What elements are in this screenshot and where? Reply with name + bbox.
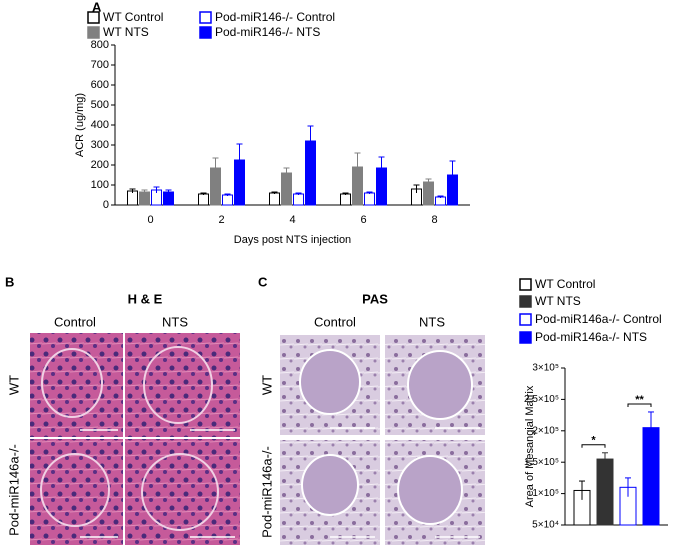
legend-swatch — [199, 11, 212, 24]
panel-label: B — [5, 274, 14, 289]
legend-swatch — [519, 295, 532, 308]
legend-label: WT Control — [103, 10, 163, 24]
panel-title: PAS — [362, 291, 388, 306]
y-tick-label: 0 — [103, 199, 109, 211]
y-tick-label: 400 — [91, 119, 109, 131]
scale-bars — [80, 429, 235, 538]
scale-bars — [330, 427, 480, 538]
image — [30, 439, 123, 545]
column-label: Control — [54, 314, 96, 329]
bar — [127, 190, 138, 206]
legend-label: WT Control — [535, 277, 595, 291]
row-label: WT — [259, 375, 274, 395]
legend-label: Pod-miR146-/- Control — [215, 10, 335, 24]
legend-swatch — [87, 26, 100, 39]
legend-swatch — [519, 313, 532, 326]
significance-label: * — [591, 435, 596, 447]
row-label: Pod-miR146a-/- — [259, 446, 274, 538]
significance-bracket — [581, 444, 606, 448]
bar — [293, 193, 304, 206]
bar — [435, 196, 446, 206]
legend-label: Pod-miR146-/- NTS — [215, 25, 320, 39]
y-tick-label: 200 — [91, 159, 109, 171]
image — [125, 439, 240, 545]
glomerulus — [41, 348, 103, 418]
x-axis-label: Days post NTS injection — [234, 234, 351, 246]
bar — [423, 181, 434, 206]
bar — [269, 192, 280, 206]
x-tick-label: 2 — [218, 214, 224, 226]
legend-label: Pod-miR146a-/- Control — [535, 312, 662, 326]
histology-b — [30, 333, 240, 545]
legend-label: Pod-miR146a-/- NTS — [535, 330, 647, 344]
bar — [596, 458, 614, 526]
panel-label: A — [92, 0, 102, 14]
x-tick-label: 8 — [431, 214, 437, 226]
y-axis-label: ACR (ug/mg) — [74, 93, 86, 157]
bar — [364, 192, 375, 206]
bar — [222, 194, 233, 206]
y-tick-label: 5×10⁴ — [532, 520, 559, 531]
significance-bracket — [627, 403, 652, 407]
histology-c — [280, 335, 485, 545]
y-tick-label: 1×10⁵ — [532, 488, 559, 499]
y-tick-label: 100 — [91, 179, 109, 191]
x-tick-label: 0 — [147, 214, 153, 226]
x-tick-label: 4 — [289, 214, 295, 226]
legend-label: WT NTS — [103, 25, 149, 39]
row-label: WT — [6, 375, 21, 395]
legend-swatch — [519, 331, 532, 344]
y-tick-label: 700 — [91, 59, 109, 71]
glomerulus — [407, 350, 473, 420]
glomerulus — [299, 349, 361, 415]
column-label: NTS — [419, 314, 445, 329]
row-label: Pod-miR146a-/- — [6, 444, 21, 536]
y-tick-label: 3×10⁵ — [532, 363, 559, 374]
glomerulus — [143, 346, 213, 424]
y-tick-label: 800 — [91, 39, 109, 51]
bar — [198, 193, 209, 206]
glomerulus — [301, 454, 359, 516]
bar — [340, 193, 351, 206]
panel-label: C — [258, 274, 268, 289]
y-tick-label: 500 — [91, 99, 109, 111]
column-label: Control — [314, 314, 356, 329]
legend-label: WT NTS — [535, 294, 581, 308]
image — [125, 333, 240, 437]
significance-label: ** — [635, 394, 644, 406]
y-tick-label: 300 — [91, 139, 109, 151]
glomerulus — [141, 453, 219, 531]
y-axis-label: Area of Mesangial Matrix — [524, 385, 536, 507]
x-tick-label: 6 — [360, 214, 366, 226]
legend-swatch — [87, 11, 100, 24]
y-tick-label: 2.5×10⁵ — [524, 394, 559, 405]
y-tick-label: 600 — [91, 79, 109, 91]
panel-title: H & E — [128, 291, 163, 306]
legend-swatch — [199, 26, 212, 39]
glomerulus — [397, 455, 463, 525]
glomerulus — [40, 453, 110, 527]
column-label: NTS — [162, 314, 188, 329]
y-tick-label: 2×10⁵ — [532, 425, 559, 436]
legend-swatch — [519, 278, 532, 291]
y-tick-label: 1.5×10⁵ — [524, 457, 559, 468]
